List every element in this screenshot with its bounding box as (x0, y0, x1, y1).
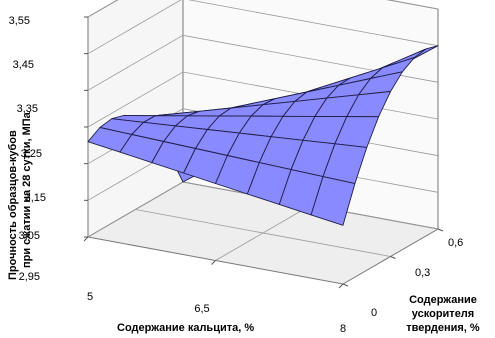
y-tick-mark (342, 283, 349, 287)
surface-mesh (87, 45, 439, 226)
x-tick-mark (211, 260, 216, 265)
x-tick-label: 8 (340, 323, 346, 335)
z-tick-label: 3,05 (19, 230, 40, 242)
z-tick-label: 2,95 (19, 271, 40, 283)
z-tick-label: 3,35 (17, 103, 38, 115)
y-tick-label: 0 (371, 307, 377, 319)
x-tick-label: 5 (87, 291, 93, 303)
x-tick-mark (338, 283, 344, 289)
z-tick-label: 3,45 (13, 59, 34, 71)
x-axis-title: Содержание кальцита, % (117, 322, 254, 334)
y-axis-title-line-3: твердения, % (406, 322, 480, 334)
z-axis-title: Прочность образцов-кубов (7, 130, 19, 280)
y-axis-title-line-2: ускорителя (412, 308, 474, 320)
z-tick-label: 3,55 (9, 15, 30, 27)
z-tick-label: 3,15 (25, 192, 46, 204)
surface-patch (310, 176, 356, 226)
y-tick-label: 0,6 (448, 237, 463, 249)
z-axis-title: при сжатии на 28 сутки, МПа (21, 111, 33, 268)
z-gridline (87, 0, 439, 55)
floor-gridline (135, 209, 391, 257)
z-axis-title-line-2: при сжатии на 28 сутки, МПа (21, 111, 33, 268)
y-tick-mark (437, 228, 444, 232)
x-tick-mark (83, 236, 89, 242)
z-tick-label: 3,25 (21, 148, 42, 160)
y-tick-mark (390, 256, 396, 259)
z-axis-title-line-1: Прочность образцов-кубов (7, 130, 19, 280)
x-tick-label: 6,5 (194, 303, 209, 315)
y-axis-title-line-1: Содержание (409, 294, 477, 306)
y-tick-label: 0,3 (415, 267, 430, 279)
z-gridline (87, 34, 439, 91)
